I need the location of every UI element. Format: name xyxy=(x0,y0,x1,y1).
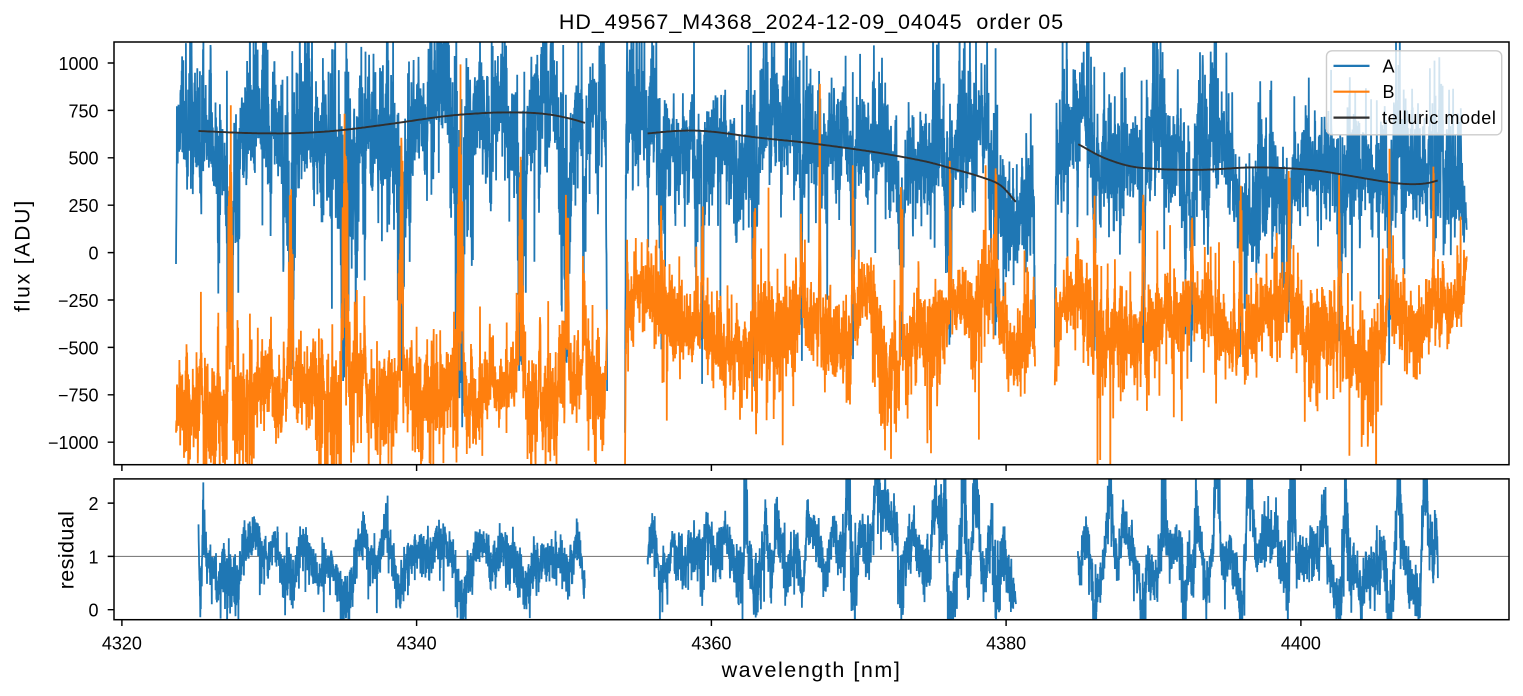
svg-text:0: 0 xyxy=(88,244,98,264)
svg-text:1000: 1000 xyxy=(58,54,98,74)
svg-text:−250: −250 xyxy=(58,291,99,311)
svg-text:−500: −500 xyxy=(58,338,99,358)
svg-text:HD_49567_M4368_2024-12-09_0404: HD_49567_M4368_2024-12-09_04045 order 05 xyxy=(559,10,1064,34)
svg-text:flux [ADU]: flux [ADU] xyxy=(12,199,35,312)
svg-text:750: 750 xyxy=(68,101,98,121)
svg-text:wavelength [nm]: wavelength [nm] xyxy=(721,658,902,682)
svg-text:−1000: −1000 xyxy=(48,433,99,453)
svg-text:4340: 4340 xyxy=(397,634,437,654)
svg-text:−750: −750 xyxy=(58,386,99,406)
svg-text:residual: residual xyxy=(55,511,79,590)
svg-text:A: A xyxy=(1383,56,1395,76)
svg-text:4400: 4400 xyxy=(1281,634,1321,654)
svg-text:4320: 4320 xyxy=(102,634,142,654)
svg-text:500: 500 xyxy=(68,149,98,169)
svg-text:4360: 4360 xyxy=(691,634,731,654)
svg-text:0: 0 xyxy=(88,601,98,621)
svg-text:2: 2 xyxy=(88,494,98,514)
svg-text:telluric model: telluric model xyxy=(1382,108,1496,128)
svg-text:4380: 4380 xyxy=(986,634,1026,654)
svg-text:1: 1 xyxy=(88,547,98,567)
svg-text:B: B xyxy=(1383,82,1395,102)
svg-text:250: 250 xyxy=(68,196,98,216)
